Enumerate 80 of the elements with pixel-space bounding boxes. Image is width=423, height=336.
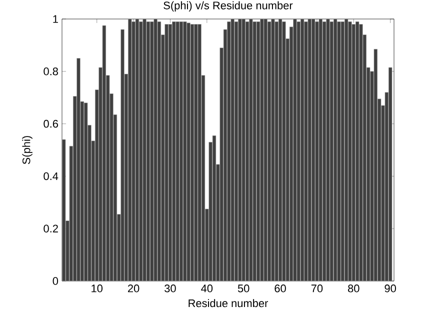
x-tick-label: 90 (384, 284, 396, 292)
chart-title: S(phi) v/s Residue number (164, 1, 293, 12)
bar (359, 24, 363, 281)
bar (227, 21, 231, 281)
bar (242, 18, 246, 281)
bar (84, 102, 88, 281)
bar (260, 18, 264, 281)
y-tick-label: 0.2 (44, 224, 58, 232)
bar (296, 21, 300, 281)
bar (348, 21, 352, 281)
bar (274, 21, 278, 281)
bar (168, 24, 172, 281)
bar (318, 18, 322, 281)
bar (135, 18, 140, 281)
bar (212, 135, 216, 281)
y-axis-title: S(phi) (22, 136, 32, 164)
x-tick-label: 60 (274, 284, 286, 292)
bar (186, 22, 190, 281)
y-tick-label: 0.6 (44, 120, 58, 128)
bar (264, 18, 268, 281)
bar (256, 21, 260, 281)
bar (252, 21, 256, 281)
bar (198, 24, 202, 281)
bar (172, 21, 176, 281)
y-tick-label: 1 (53, 15, 58, 23)
bar (128, 18, 132, 281)
bar (146, 21, 150, 281)
bar (333, 18, 338, 281)
x-axis-title: Residue number (188, 299, 268, 308)
bar (62, 139, 66, 281)
y-tick-label: 0.4 (44, 172, 58, 180)
bar (234, 21, 238, 281)
bar (300, 18, 304, 281)
bar (337, 21, 341, 281)
bar (157, 21, 162, 281)
x-tick-label: 30 (164, 284, 176, 292)
bar (150, 21, 154, 281)
bar (304, 21, 308, 281)
bar (194, 24, 198, 281)
bar (340, 21, 344, 281)
x-tick-label: 70 (311, 284, 323, 292)
bar (308, 18, 312, 281)
bar (249, 18, 253, 281)
bar (139, 21, 143, 281)
bar (183, 21, 187, 281)
bar (190, 24, 194, 281)
bar (355, 21, 360, 281)
bar (154, 18, 158, 281)
bar (267, 21, 272, 281)
bar (330, 21, 334, 281)
y-tick-label: 0 (52, 277, 58, 285)
bar (282, 21, 286, 281)
bar (315, 21, 319, 281)
bar (271, 18, 275, 281)
bar (388, 67, 392, 281)
bar (374, 48, 378, 281)
bar (352, 24, 356, 281)
bar (245, 21, 250, 281)
bar (132, 21, 136, 281)
bar (322, 21, 326, 281)
x-tick-label: 10 (92, 284, 103, 292)
bar (176, 21, 180, 281)
bar (142, 18, 146, 281)
y-tick-label: 0.8 (44, 68, 58, 76)
bar (293, 18, 297, 281)
x-tick-label: 20 (128, 284, 140, 292)
bar (179, 21, 184, 281)
bar (326, 18, 330, 281)
bar (120, 29, 124, 281)
bar (230, 18, 234, 281)
bar (76, 58, 80, 281)
bar (102, 25, 106, 281)
x-tick-label: 40 (201, 284, 213, 292)
x-tick-label: 50 (238, 284, 250, 292)
bar (311, 18, 316, 281)
bar (344, 18, 348, 281)
bar (164, 24, 168, 281)
x-tick-label: 80 (348, 284, 360, 292)
bar (238, 18, 242, 281)
bar (278, 18, 282, 281)
